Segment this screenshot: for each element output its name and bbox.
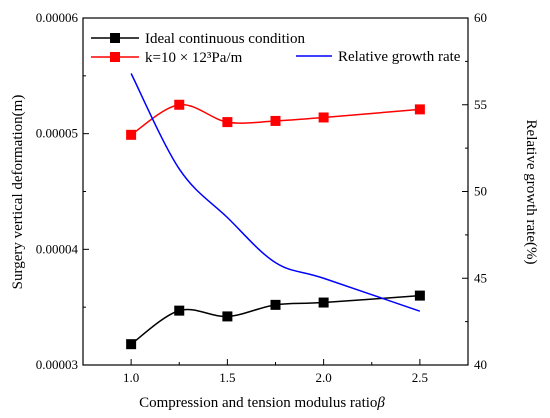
ticks-layer: 1.0 1.5 2.0 2.5 0.00003 0.00004 0.00005 0.00006… (36, 10, 487, 385)
x-tick-label: 2.0 (316, 370, 332, 385)
data-point-0 (126, 339, 137, 350)
y-left-axis-label: Surgery vertical deformation(m) (10, 95, 26, 290)
series-1 (126, 99, 425, 140)
data-point-1 (270, 115, 281, 126)
y-right-axis-label: Relative growth rate(%) (523, 120, 539, 265)
legend: Ideal continuous condition k=10 × 12³Pa/… (91, 31, 461, 66)
x-tick-label: 1.5 (219, 370, 235, 385)
legend-item-k: k=10 × 12³Pa/m (91, 50, 243, 66)
y-left-tick-label: 0.00005 (36, 126, 78, 141)
legend-label-growth: Relative growth rate (338, 49, 461, 65)
plot-frame (82, 17, 469, 366)
x-axis-label: Compression and tension modulus ratioβ (139, 395, 385, 411)
data-point-0 (318, 297, 329, 308)
data-point-0 (222, 311, 233, 322)
y-left-tick-label: 0.00006 (36, 10, 79, 25)
legend-item-ideal: Ideal continuous condition (91, 31, 305, 47)
data-point-1 (126, 129, 137, 140)
x-tick-label: 2.5 (412, 370, 428, 385)
series-0 (126, 290, 425, 350)
y-right-tick-label: 55 (474, 97, 487, 112)
legend-marker-ideal (110, 33, 120, 43)
legend-label-ideal: Ideal continuous condition (145, 31, 305, 47)
data-point-1 (222, 117, 233, 128)
data-point-1 (414, 104, 425, 115)
x-axis-label-text: Compression and tension modulus ratio (139, 395, 377, 411)
series-layer (126, 73, 425, 350)
legend-marker-k (110, 52, 120, 62)
data-point-1 (318, 112, 329, 123)
legend-item-growth: Relative growth rate (296, 49, 461, 65)
data-point-0 (270, 299, 281, 310)
y-right-tick-label: 60 (474, 10, 487, 25)
y-left-tick-label: 0.00003 (36, 357, 78, 372)
y-right-tick-label: 45 (474, 270, 487, 285)
data-point-0 (174, 305, 185, 316)
y-right-tick-label: 40 (474, 357, 487, 372)
x-tick-label: 1.0 (123, 370, 139, 385)
series-2 (130, 73, 421, 312)
data-point-1 (174, 99, 185, 110)
legend-label-k: k=10 × 12³Pa/m (145, 50, 243, 66)
x-axis-label-symbol: β (376, 395, 385, 411)
data-point-0 (414, 290, 425, 301)
y-right-tick-label: 50 (474, 184, 487, 199)
y-left-tick-label: 0.00004 (36, 241, 79, 256)
series-line-2 (130, 73, 421, 312)
